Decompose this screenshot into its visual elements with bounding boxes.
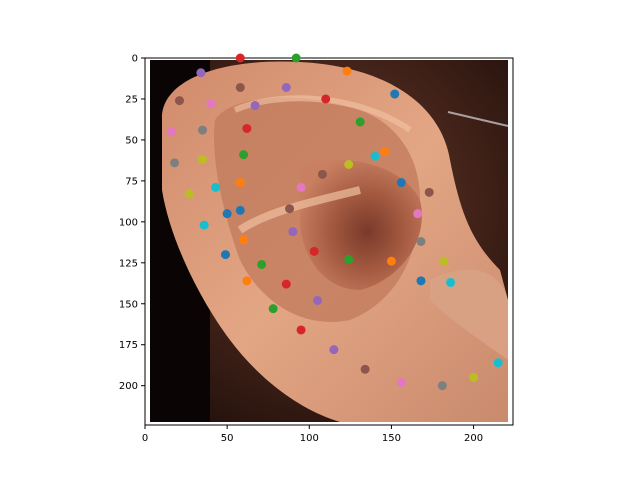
scatter-point xyxy=(329,345,339,355)
x-tick-label: 150 xyxy=(382,433,401,444)
scatter-point xyxy=(196,68,206,78)
scatter-point xyxy=(380,146,390,156)
scatter-point xyxy=(344,159,354,169)
y-tick-label: 0 xyxy=(132,54,138,65)
scatter-point xyxy=(296,182,306,192)
x-tick-label: 100 xyxy=(300,433,319,444)
x-tick-label: 0 xyxy=(142,433,148,444)
scatter-point xyxy=(370,151,380,161)
x-tick-label: 50 xyxy=(221,433,234,444)
scatter-point xyxy=(291,53,301,63)
y-tick-label: 50 xyxy=(125,135,138,146)
y-tick-label: 175 xyxy=(119,340,138,351)
scatter-point xyxy=(184,189,194,199)
scatter-point xyxy=(296,325,306,335)
scatter-point xyxy=(222,209,232,219)
scatter-point xyxy=(386,256,396,266)
axes-frame xyxy=(144,57,514,426)
scatter-point xyxy=(166,127,176,137)
scatter-point xyxy=(211,182,221,192)
scatter-point xyxy=(360,364,370,374)
scatter-point xyxy=(285,204,295,214)
scatter-point xyxy=(239,150,249,160)
scatter-point xyxy=(390,89,400,99)
scatter-point xyxy=(469,372,479,382)
y-tick-label: 75 xyxy=(125,176,138,187)
scatter-point xyxy=(235,178,245,188)
scatter-points xyxy=(166,53,503,391)
scatter-point xyxy=(344,255,354,265)
scatter-point xyxy=(416,237,426,246)
scatter-point xyxy=(493,358,503,368)
scatter-point xyxy=(235,205,245,215)
scatter-point xyxy=(221,250,230,260)
scatter-point xyxy=(281,279,291,289)
y-tick-label: 125 xyxy=(119,258,138,269)
ear-photo xyxy=(145,58,513,425)
scatter-point xyxy=(242,276,252,286)
x-tick-label: 200 xyxy=(464,433,483,444)
scatter-point xyxy=(242,123,252,133)
scatter-point xyxy=(198,125,207,135)
y-tick-label: 150 xyxy=(119,299,138,310)
scatter-point xyxy=(439,256,449,266)
scatter-point xyxy=(317,169,327,179)
scatter-point xyxy=(250,101,260,111)
scatter-point xyxy=(198,155,207,165)
scatter-point xyxy=(355,117,365,127)
scatter-point xyxy=(288,227,298,237)
scatter-point xyxy=(309,246,319,256)
scatter-point xyxy=(281,82,291,92)
scatter-point xyxy=(321,94,331,104)
scatter-point xyxy=(416,276,426,286)
scatter-point xyxy=(396,178,406,188)
y-tick-label: 100 xyxy=(119,217,138,228)
scatter-point xyxy=(257,259,267,269)
scatter-point xyxy=(424,187,434,197)
scatter-point xyxy=(313,295,322,305)
y-tick-label: 25 xyxy=(125,94,138,105)
scatter-point xyxy=(239,235,249,245)
scatter-point xyxy=(206,99,216,109)
scatter-point xyxy=(413,209,423,219)
y-tick-label: 200 xyxy=(119,381,138,392)
y-axis: 0 25 50 75 100 125 150 175 200 xyxy=(119,54,145,392)
scatter-point xyxy=(175,96,184,106)
scatter-point xyxy=(199,220,209,230)
scatter-point xyxy=(170,158,180,168)
x-axis: 0 50 100 150 200 xyxy=(142,425,483,444)
scatter-point xyxy=(235,53,245,63)
scatter-point xyxy=(396,377,406,387)
scatter-point xyxy=(446,277,456,287)
scatter-point xyxy=(268,304,278,314)
scatter-point xyxy=(235,82,245,92)
scatter-point xyxy=(342,66,352,76)
scatter-point xyxy=(437,381,447,391)
